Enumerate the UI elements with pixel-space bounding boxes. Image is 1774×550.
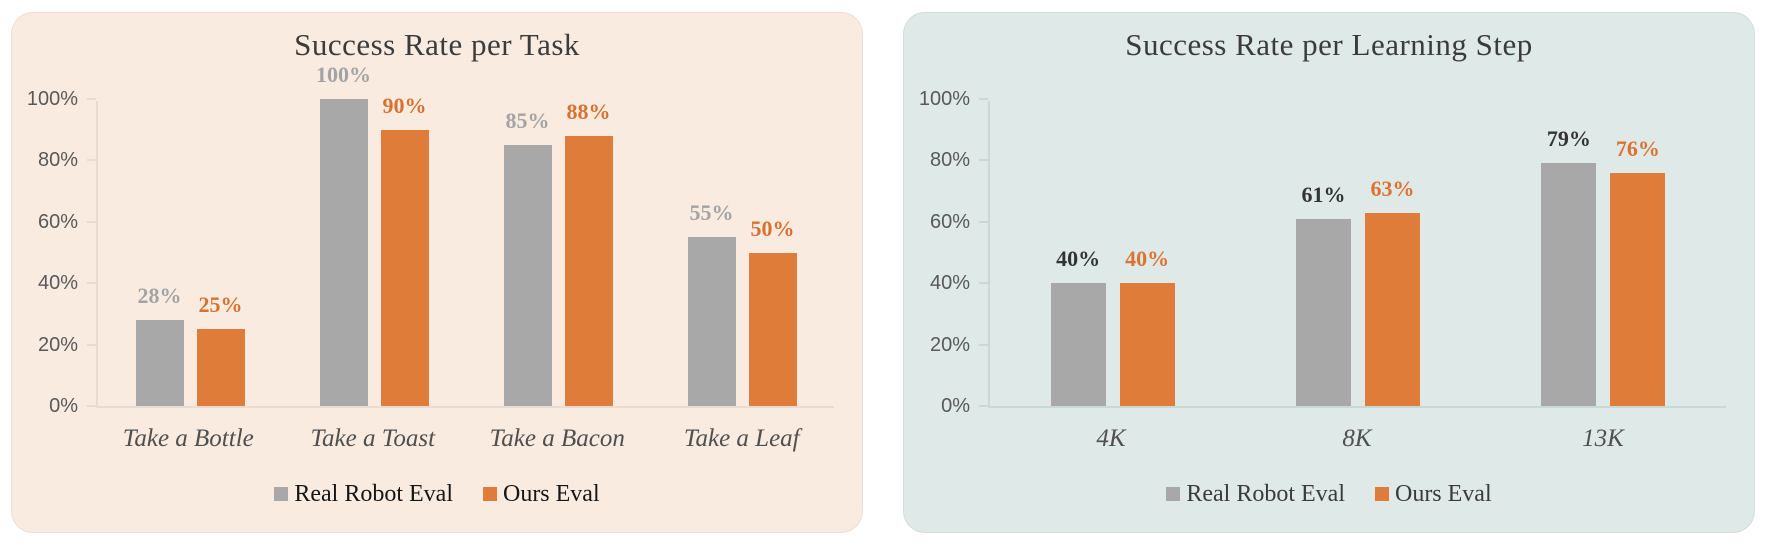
- category-label: 8K: [1342, 425, 1372, 452]
- y-tick-label: 20%: [37, 333, 78, 356]
- chart-body: 0% 20% 40% 60% 80% 100% 28% 25% 100% 90% 85% 88% 55%…: [27, 64, 834, 417]
- bar-pair: 100% 90%: [316, 64, 429, 406]
- category-group: 85% 88%: [466, 100, 650, 406]
- data-label: 90%: [382, 92, 427, 118]
- data-label: 63%: [1370, 175, 1415, 201]
- y-axis-tick: [979, 98, 988, 100]
- bar-real-robot-eval: 85%: [503, 110, 552, 406]
- legend-label: Ours Eval: [1394, 481, 1492, 507]
- bar-pair: 55% 50%: [687, 202, 797, 406]
- bar-ours-eval: 76%: [1610, 137, 1666, 406]
- y-tick-label: 40%: [929, 272, 970, 295]
- category-group: 55% 50%: [650, 101, 834, 406]
- legend-label: Ours Eval: [502, 481, 600, 507]
- y-tick-label: 100%: [26, 88, 78, 110]
- legend-swatch-icon: [482, 487, 497, 501]
- y-axis-tick: [979, 405, 988, 407]
- y-tick-label: 40%: [37, 272, 78, 295]
- data-label: 76%: [1615, 135, 1660, 161]
- bar-pair: 40% 40%: [1050, 248, 1175, 406]
- legend-item: Real Robot Eval: [274, 480, 453, 508]
- chart-body: 0% 20% 40% 60% 80% 100% 40% 40% 61% 63% 79% 76%: [919, 88, 1726, 417]
- legend-swatch-icon: [274, 487, 289, 501]
- legend-label: Real Robot Eval: [294, 481, 453, 507]
- plot-region: 0% 20% 40% 60% 80% 100% 28% 25% 100% 90% 85% 88% 55%…: [27, 64, 834, 417]
- legend-item: Real Robot Eval: [1166, 480, 1345, 508]
- data-label: 88%: [566, 98, 611, 124]
- y-axis-tick: [979, 159, 988, 162]
- legend-swatch-icon: [1374, 487, 1389, 501]
- legend-label: Real Robot Eval: [1186, 481, 1345, 507]
- y-axis-tick: [979, 282, 988, 285]
- chart-card-success-rate-per-learning-step: Success Rate per Learning Step 0% 20% 40% 6…: [903, 12, 1755, 533]
- bar-real-robot-eval: 79%: [1541, 128, 1597, 406]
- chart-title: Success Rate per Task: [294, 27, 580, 62]
- category-label: Take a Bottle: [122, 425, 254, 452]
- legend-item: Ours Eval: [1374, 480, 1492, 508]
- category-label: Take a Toast: [310, 425, 436, 452]
- y-axis-tick: [87, 405, 96, 407]
- data-label: 61%: [1301, 181, 1346, 207]
- y-tick-label: 20%: [929, 333, 970, 356]
- bar-real-robot-eval: 61%: [1295, 183, 1351, 406]
- y-axis-tick: [979, 220, 988, 223]
- chart-card-success-rate-per-task: Success Rate per Task 0% 20% 40% 60% 80% 100%…: [11, 12, 863, 533]
- y-axis-tick: [87, 159, 96, 162]
- y-axis-tick: [87, 343, 96, 346]
- legend-swatch-icon: [1166, 487, 1181, 501]
- data-label: 40%: [1056, 246, 1101, 272]
- bar-pair: 79% 76%: [1541, 128, 1666, 406]
- bar-pair: 61% 63%: [1295, 177, 1420, 406]
- data-label: 55%: [689, 200, 734, 226]
- bar-real-robot-eval: 28%: [135, 285, 184, 406]
- bar-real-robot-eval: 40%: [1050, 248, 1106, 406]
- bar-real-robot-eval: 55%: [687, 202, 736, 406]
- category-group: 100% 90%: [282, 64, 466, 406]
- bar-ours-eval: 25%: [196, 294, 245, 406]
- bar-ours-eval: 50%: [748, 217, 797, 406]
- bar-ours-eval: 63%: [1364, 177, 1420, 406]
- y-tick-label: 80%: [37, 149, 78, 172]
- y-tick-label: 60%: [37, 210, 78, 233]
- category-label: Take a Bacon: [489, 425, 625, 452]
- category-label: Take a Leaf: [683, 425, 800, 452]
- bar-pair: 85% 88%: [503, 100, 613, 406]
- data-label: 79%: [1546, 126, 1591, 152]
- bar-real-robot-eval: 100%: [316, 64, 371, 406]
- data-label: 25%: [198, 292, 243, 318]
- y-tick-label: 0%: [49, 395, 78, 417]
- y-tick-label: 100%: [918, 88, 970, 110]
- plot-region: 0% 20% 40% 60% 80% 100% 40% 40% 61% 63% 79% 76%: [919, 88, 1726, 417]
- category-group: 61% 63%: [1235, 101, 1480, 406]
- category-label: 13K: [1582, 425, 1624, 452]
- chart-title: Success Rate per Learning Step: [1125, 27, 1533, 62]
- y-tick-label: 80%: [929, 149, 970, 172]
- legend: Real Robot Eval Ours Eval: [12, 480, 862, 508]
- data-label: 40%: [1125, 246, 1170, 272]
- category-axis: Take a Bottle Take a Toast Take a Bacon Tak…: [96, 424, 834, 454]
- category-axis: 4K 8K 13K: [988, 424, 1726, 454]
- category-group: 40% 40%: [990, 101, 1235, 406]
- legend-item: Ours Eval: [482, 480, 600, 508]
- data-label: 50%: [750, 215, 795, 241]
- bar-ours-eval: 40%: [1119, 248, 1175, 406]
- data-label: 28%: [137, 283, 182, 309]
- legend: Real Robot Eval Ours Eval: [904, 480, 1754, 508]
- bar-ours-eval: 88%: [564, 100, 613, 406]
- y-tick-label: 0%: [941, 395, 970, 417]
- data-label: 85%: [505, 108, 550, 134]
- data-label: 100%: [316, 62, 371, 87]
- bar-ours-eval: 90%: [380, 94, 429, 406]
- category-group: 28% 25%: [98, 101, 282, 406]
- y-axis-tick: [87, 220, 96, 223]
- bar-pair: 28% 25%: [135, 285, 245, 406]
- y-axis-tick: [87, 98, 96, 100]
- y-axis-tick: [87, 282, 96, 285]
- category-group: 79% 76%: [1481, 101, 1726, 406]
- y-axis-tick: [979, 343, 988, 346]
- category-label: 4K: [1096, 425, 1126, 452]
- y-tick-label: 60%: [929, 210, 970, 233]
